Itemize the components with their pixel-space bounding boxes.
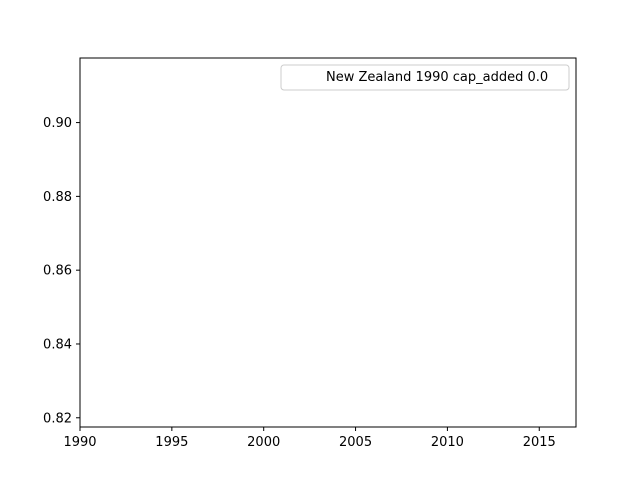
x-tick-label: 2010: [431, 435, 464, 450]
plot-frame: [79, 57, 577, 428]
y-tick-label: 0.82: [43, 411, 72, 426]
y-tick-label: 0.90: [43, 116, 72, 131]
y-tick-label: 0.88: [43, 190, 72, 205]
x-axis: 1990 1995 2000 2005 2010 2015: [63, 427, 556, 450]
x-tick-label: 1990: [63, 435, 96, 450]
plot-area: [80, 58, 576, 427]
y-axis: 0.82 0.84 0.86 0.88 0.90: [43, 116, 80, 426]
legend-series-label: New Zealand 1990 cap_added 0.0: [326, 70, 548, 85]
legend: New Zealand 1990 cap_added 0.0: [280, 64, 570, 91]
y-tick-label: 0.86: [43, 264, 72, 279]
x-tick-label: 2000: [247, 435, 280, 450]
x-tick-label: 2005: [339, 435, 372, 450]
legend-box: [280, 64, 570, 91]
x-tick-label: 2015: [523, 435, 556, 450]
x-tick-label: 1995: [155, 435, 188, 450]
y-tick-label: 0.84: [43, 337, 72, 352]
